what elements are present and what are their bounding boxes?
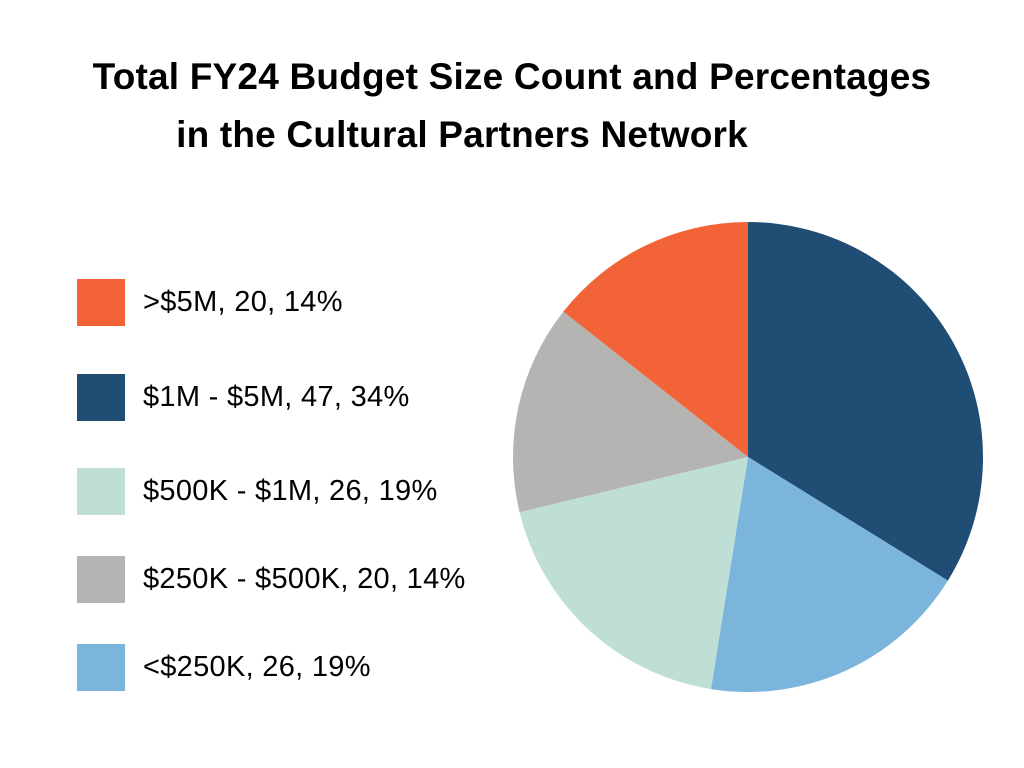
legend-swatch: [77, 468, 125, 515]
legend-item-under-250k: <$250K, 26, 19%: [77, 644, 371, 691]
pie-slice-5m: [563, 222, 748, 457]
chart-title-line2: in the Cultural Partners Network: [176, 114, 748, 155]
legend-item-over-5m: >$5M, 20, 14%: [77, 279, 343, 326]
pie-slice-500k-1m: [519, 457, 748, 690]
pie-slice-1m-5m: [748, 222, 983, 581]
legend-label: $250K - $500K, 20, 14%: [143, 563, 466, 595]
legend-swatch: [77, 279, 125, 326]
legend-item-250k-500k: $250K - $500K, 20, 14%: [77, 556, 466, 603]
chart-title-line1: Total FY24 Budget Size Count and Percent…: [92, 56, 932, 97]
legend-swatch: [77, 644, 125, 691]
legend-label: $500K - $1M, 26, 19%: [143, 475, 438, 507]
legend-item-1m-5m: $1M - $5M, 47, 34%: [77, 374, 410, 421]
legend-label: >$5M, 20, 14%: [143, 286, 343, 318]
legend-swatch: [77, 374, 125, 421]
legend-swatch: [77, 556, 125, 603]
pie-slices: [512, 222, 983, 692]
legend-item-500k-1m: $500K - $1M, 26, 19%: [77, 468, 438, 515]
pie-slice-250k: [710, 457, 948, 692]
chart-title: Total FY24 Budget Size Count and Percent…: [0, 48, 1024, 164]
pie-slice-250k-500k: [512, 311, 748, 513]
legend-label: $1M - $5M, 47, 34%: [143, 381, 410, 413]
legend-label: <$250K, 26, 19%: [143, 651, 371, 683]
